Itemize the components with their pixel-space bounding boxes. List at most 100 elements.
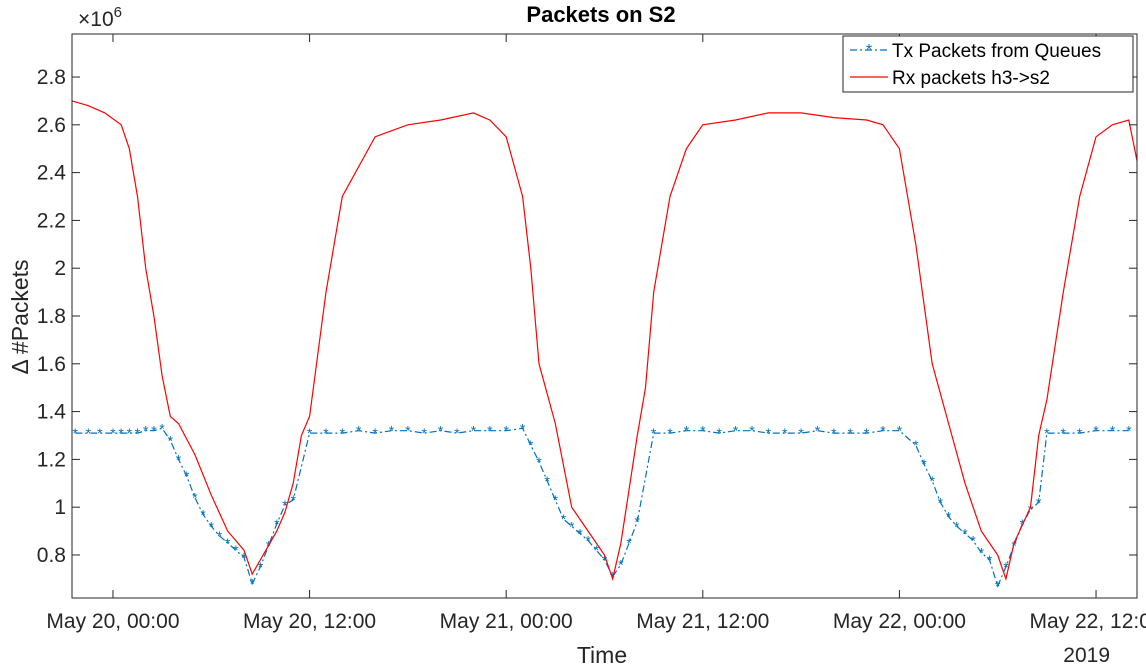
tx-series-marker: *	[528, 437, 534, 453]
x-tick-label: May 22, 00:00	[833, 610, 966, 633]
tx-series-marker: *	[217, 528, 223, 544]
tx-series-marker: *	[290, 492, 296, 508]
tx-series-marker: *	[135, 425, 141, 441]
y-exponent-base-text: ×10	[78, 8, 114, 31]
chart-title: Packets on S2	[526, 2, 675, 27]
tx-series-marker: *	[913, 437, 919, 453]
tx-series-marker: *	[200, 506, 206, 522]
tx-series-marker: *	[1110, 423, 1116, 439]
y-tick-label: 2.8	[37, 66, 66, 89]
tx-series-marker: *	[192, 490, 198, 506]
y-axis-ticks: 0.8 1 1.2 1.4 1.6 1.8 2 2.2 2.4 2.6 2.8	[37, 66, 1137, 567]
tx-series-marker: *	[225, 535, 231, 551]
tx-series-marker: *	[307, 425, 313, 441]
tx-series-marker: *	[1036, 494, 1042, 510]
tx-series-marker: *	[1077, 425, 1083, 441]
x-tick-label: May 21, 12:00	[636, 610, 769, 633]
tx-series-marker: *	[340, 425, 346, 441]
x-year-label: 2019	[1063, 644, 1110, 667]
y-tick-label: 1.8	[37, 305, 66, 328]
tx-series-line	[75, 427, 1129, 588]
tx-series-marker: *	[979, 545, 985, 561]
tx-series-marker: *	[626, 535, 632, 551]
tx-series-marker: *	[209, 518, 215, 534]
tx-series-marker: *	[184, 468, 190, 484]
y-exponent-base: ×106	[78, 4, 122, 31]
tx-series-marker: *	[118, 425, 124, 441]
legend-box	[842, 35, 1134, 93]
plot-area: * * * * * * * * * ******** * * ****** ** * * * * * * * * * * * * *…	[72, 100, 1137, 594]
tx-series-marker: *	[987, 552, 993, 568]
tx-series-marker: *	[798, 425, 804, 441]
x-axis-ticks: May 20, 00:00 May 20, 12:00 May 21, 00:00 M…	[46, 34, 1146, 633]
tx-series-marker: *	[438, 423, 444, 439]
y-tick-label: 1.2	[37, 448, 66, 471]
y-tick-label: 2.4	[37, 162, 67, 185]
tx-series-marker: *	[176, 451, 182, 467]
x-axis-label: Time	[577, 642, 627, 668]
y-tick-label: 1	[54, 496, 66, 519]
tx-series-marker: *	[1028, 502, 1034, 518]
y-exponent-power: 6	[114, 4, 122, 21]
tx-series-marker: *	[97, 425, 103, 441]
tx-series-marker: *	[110, 425, 116, 441]
tx-series-marker: *	[667, 425, 673, 441]
y-tick-label: 1.4	[37, 401, 67, 424]
y-tick-label: 2	[54, 257, 66, 280]
tx-series-marker: *	[1126, 423, 1132, 439]
tx-series-marker: *	[938, 494, 944, 510]
tx-series-marker: *	[1011, 537, 1017, 553]
tx-series-marker: *	[684, 423, 690, 439]
tx-series-marker: *	[921, 456, 927, 472]
tx-series-marker: *	[250, 576, 256, 592]
tx-series-marker: *	[602, 552, 608, 568]
tx-series-marker: *	[454, 425, 460, 441]
tx-series-marker: *	[553, 492, 559, 508]
tx-series-marker: *	[258, 559, 264, 575]
series-group: * * * * * * * * * ******** * * ****** ** * * * * * * * * * * * * *…	[72, 100, 1137, 594]
x-tick-label: May 21, 00:00	[440, 610, 573, 633]
tx-series-marker: *	[594, 542, 600, 558]
tx-series-marker: *	[168, 432, 174, 448]
tx-series-marker: *	[536, 454, 542, 470]
tx-series-marker: *	[766, 425, 772, 441]
tx-series-marker: *	[143, 423, 149, 439]
tx-series-marker: *	[618, 557, 624, 573]
tx-series-marker: *	[274, 516, 280, 532]
tx-series-marker: *	[962, 525, 968, 541]
tx-series-marker: *	[733, 423, 739, 439]
tx-series-marker: *	[848, 425, 854, 441]
tx-series-marker: *	[1061, 425, 1067, 441]
tx-series-marker: *	[503, 423, 509, 439]
tx-series-marker: *	[356, 423, 362, 439]
y-tick-label: 1.6	[37, 353, 66, 376]
tx-series-marker: *	[995, 578, 1001, 594]
tx-series-marker: *	[782, 425, 788, 441]
y-tick-label: 2.6	[37, 114, 66, 137]
tx-series-marker: *	[159, 420, 165, 436]
tx-series-marker: *	[471, 423, 477, 439]
tx-series-marker: *	[1044, 425, 1050, 441]
tx-series-marker: *	[749, 423, 755, 439]
tx-series-marker: *	[233, 542, 239, 558]
tx-series-marker: *	[282, 497, 288, 513]
tx-series-marker: *	[864, 425, 870, 441]
tx-series-marker: *	[405, 423, 411, 439]
y-tick-label: 0.8	[37, 544, 66, 567]
tx-series-marker: *	[929, 473, 935, 489]
tx-series-marker: *	[880, 423, 886, 439]
tx-series-marker: *	[700, 423, 706, 439]
tx-series-marker: *	[897, 423, 903, 439]
tx-series-marker: *	[520, 420, 526, 436]
legend-tx-marker: *	[866, 42, 872, 59]
tx-series-marker: *	[577, 525, 583, 541]
legend: * Tx Packets from Queues Rx packets h3->…	[842, 35, 1134, 93]
tx-series-marker: *	[422, 425, 428, 441]
rx-series-line	[72, 100, 1137, 582]
tx-series-marker: *	[635, 514, 641, 530]
tx-series-marker: *	[561, 511, 567, 527]
y-tick-label: 2.2	[37, 209, 66, 232]
legend-tx-label: Tx Packets from Queues	[892, 41, 1101, 62]
